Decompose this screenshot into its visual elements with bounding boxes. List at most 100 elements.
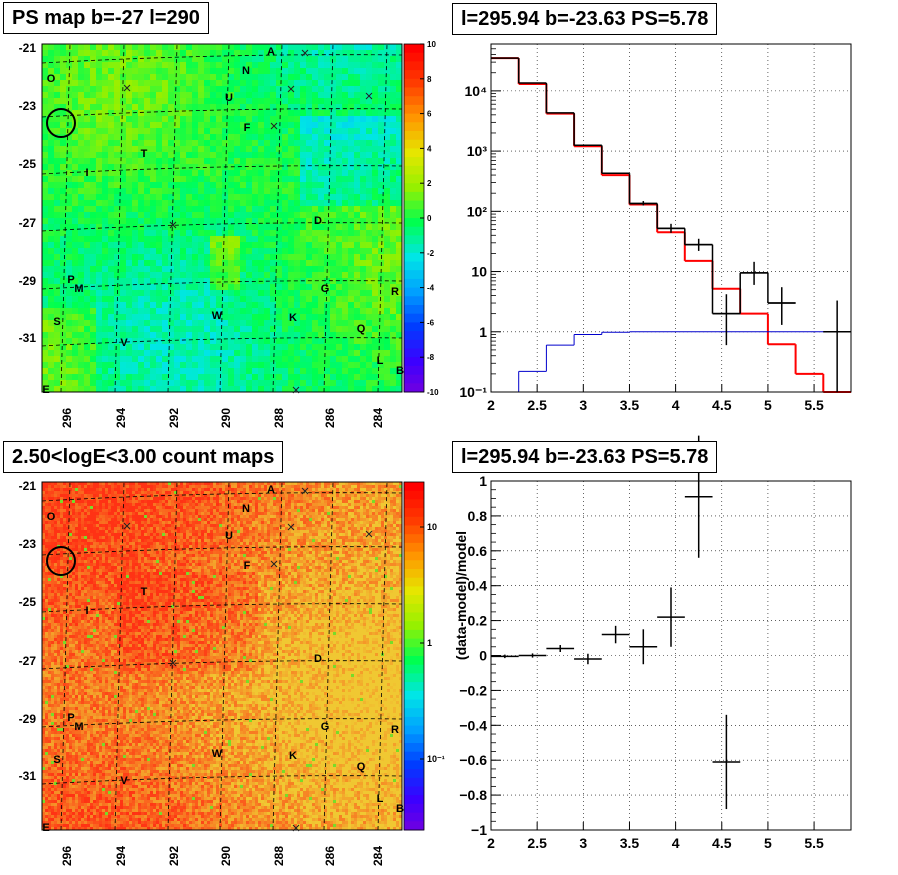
ps-lon-tick: 296 [60,408,74,428]
count-lat-tick: -31 [19,769,37,783]
source-label-g: G [321,283,330,295]
count-lat-tick: -25 [19,595,37,609]
source-label-s: S [53,754,60,766]
source-cross [123,522,131,530]
source-label-d: D [314,653,322,665]
source-label-q: Q [357,761,366,773]
source-label-p: P [67,274,74,286]
residual-xtick-label: 3.5 [620,835,640,851]
residual-xtick-label: 5.5 [804,835,824,851]
source-label-o: O [47,73,56,85]
count-lon-line [114,481,125,831]
colorbar-tick-label: -4 [427,284,435,293]
spectrum-ytick-label: 10 [471,264,487,280]
count-lon-tick: 296 [60,846,74,866]
ps-lat-tick: -23 [19,99,37,113]
spectrum-xtick-label: 2 [487,397,495,413]
count-lon-line [219,481,230,831]
colorbar-tick-label: 1 [427,638,432,648]
ps-map-title: PS map b=-27 l=290 [3,2,209,34]
colorbar-tick-label: 0 [427,214,432,223]
residual-ytick-label: 1 [479,473,487,489]
count-lon-tick: 288 [272,846,286,866]
ps-lon-tick: 288 [272,408,286,428]
source-label-n: N [242,65,250,77]
source-cross [169,659,177,667]
source-label-s: S [53,316,60,328]
ps-lon-line [219,43,230,393]
ps-lon-line [323,43,334,393]
source-cross [270,560,278,568]
ps-lon-line [377,43,388,393]
residual-ylabel: (data-model)/model [453,531,469,660]
ps-lon-tick: 284 [371,408,385,428]
source-label-b: B [396,803,404,815]
ps-lon-tick: 286 [323,408,337,428]
ps-target-circle [46,108,76,138]
source-label-r: R [391,724,399,736]
ps-lon-line [272,43,283,393]
ps-lon-line [114,43,125,393]
spectrum-ytick-label: 1 [479,324,487,340]
source-label-o: O [47,511,56,523]
count-corner-label: E [42,822,49,834]
ps-colorbar [404,44,424,393]
source-cross [365,92,373,100]
source-label-f: F [244,122,251,134]
source-label-l: L [377,793,384,805]
ps-map-pixels [42,44,403,393]
residual-ytick-label: −1 [471,822,487,838]
count-target-circle [46,546,76,576]
colorbar-tick-label: 2 [427,179,432,188]
spectrum-xtick-label: 3.5 [620,397,640,413]
residual-xtick-label: 4.5 [712,835,732,851]
count-lon-line [167,481,178,831]
ps-corner-label: E [42,384,49,396]
source-label-p: P [67,712,74,724]
source-label-t: T [141,148,148,160]
source-label-t: T [141,586,148,598]
residual-ytick-label: 0 [479,648,487,664]
colorbar-tick-label: 10⁻¹ [427,754,445,764]
count-lat-tick: -23 [19,537,37,551]
colorbar-tick-label: 4 [427,144,432,153]
count-map-frame [41,481,403,831]
source-cross [292,386,300,394]
colorbar-tick-label: -8 [427,353,435,362]
source-label-v: V [120,775,128,787]
colorbar-tick-label: 6 [427,110,432,119]
source-cross [301,49,309,57]
source-cross [287,85,295,93]
source-label-m: M [74,283,83,295]
source-cross [292,824,300,832]
source-label-b: B [396,365,404,377]
source-label-v: V [120,337,128,349]
residual-xtick-label: 5 [764,835,772,851]
ps-lat-tick: -21 [19,41,37,55]
source-label-k: K [289,750,297,762]
source-cross [365,530,373,538]
count-lon-tick: 284 [371,846,385,866]
source-cross [123,84,131,92]
source-label-i: I [85,167,88,179]
source-label-u: U [225,92,233,104]
source-label-f: F [244,560,251,572]
residual-xtick-label: 3 [579,835,587,851]
count-lat-tick: -21 [19,479,37,493]
count-map-pixels [42,482,403,831]
residual-ytick-label: −0.6 [459,752,487,768]
residual-ytick-label: −0.8 [459,787,487,803]
source-label-i: I [85,605,88,617]
residual-ytick-label: 0.8 [468,508,488,524]
count-lon-line [60,481,71,831]
spectrum-xtick-label: 4.5 [712,397,732,413]
residual-title: l=295.94 b=-23.63 PS=5.78 [452,441,718,473]
ps-lat-tick: -27 [19,216,37,230]
count-map-title: 2.50<logE<3.00 count maps [3,441,284,473]
source-label-q: Q [357,323,366,335]
spectrum-ytick-label: 10² [467,203,488,219]
source-label-r: R [391,286,399,298]
ps-lon-line [60,43,71,393]
residual-ytick-label: −0.2 [459,682,487,698]
